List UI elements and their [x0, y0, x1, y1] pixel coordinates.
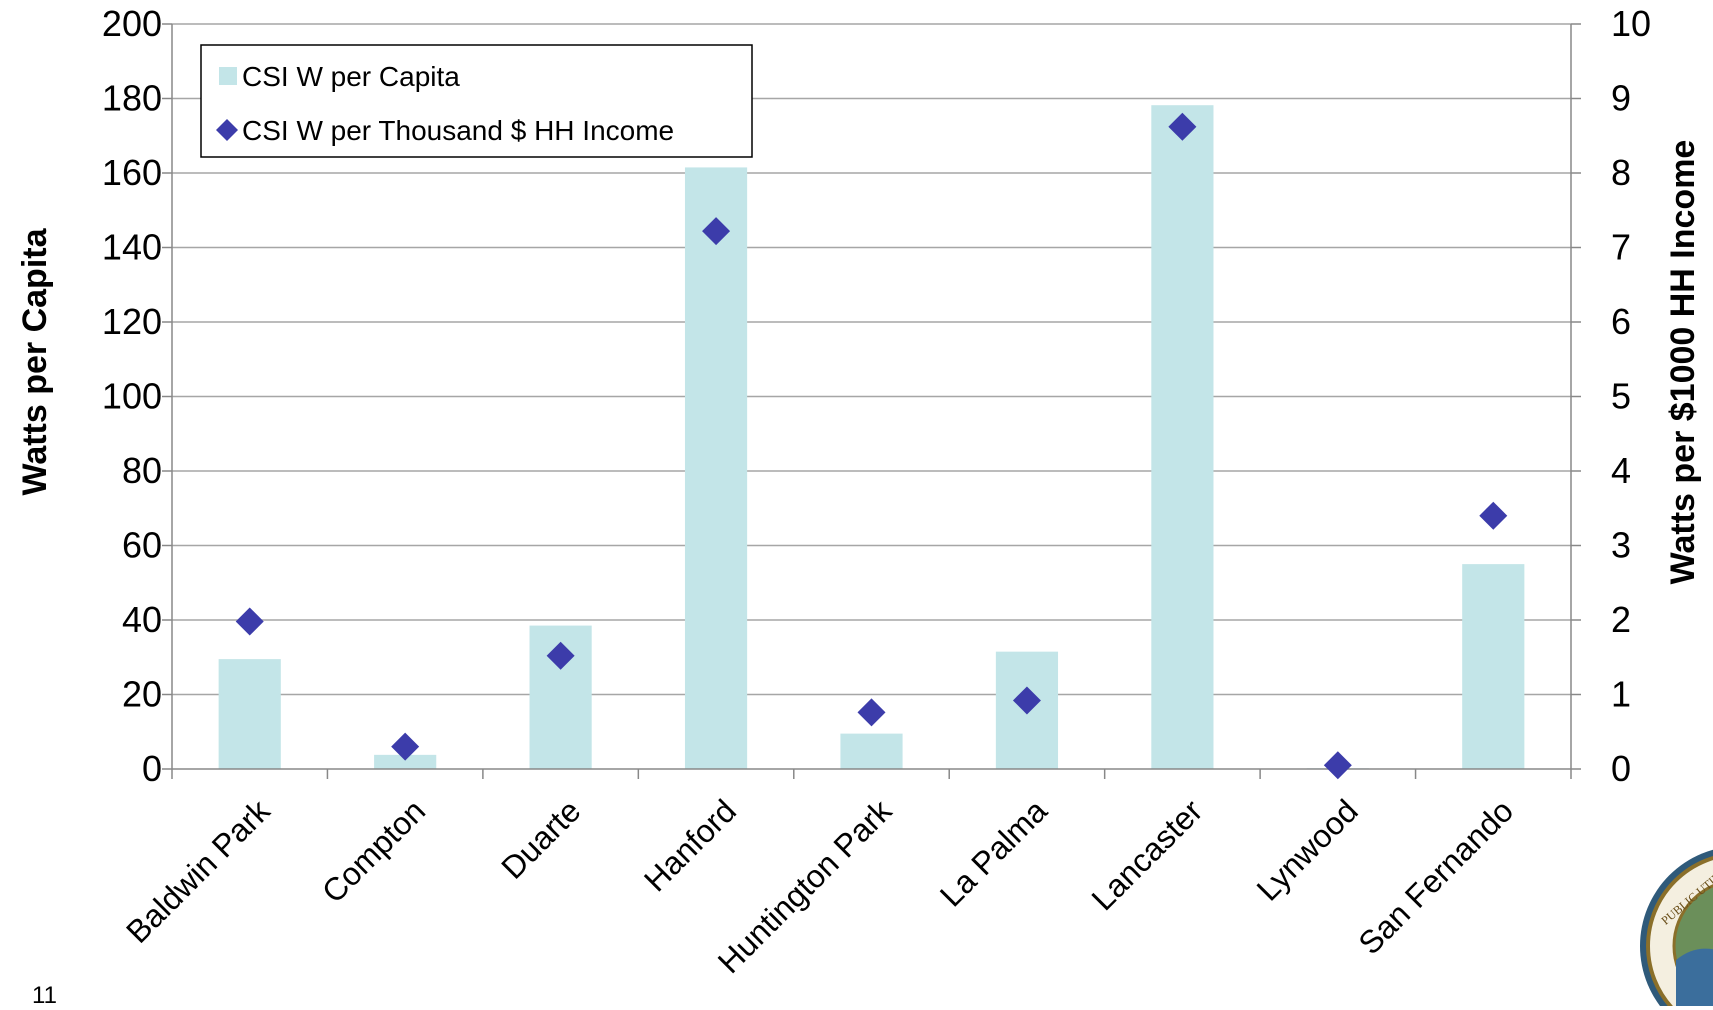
- right-axis-tick-labels: 0 1 2 3 4 5 6 7 8 9 10: [1611, 3, 1651, 789]
- legend-swatch-marker: [216, 119, 238, 141]
- diamond-marker: [1479, 501, 1508, 530]
- right-axis-tick-label: 8: [1611, 152, 1631, 193]
- legend-swatch-bar: [219, 67, 237, 85]
- diamond-marker: [391, 732, 420, 761]
- category-label: La Palma: [933, 792, 1054, 913]
- right-axis-tick-label: 3: [1611, 525, 1631, 566]
- bar: [684, 167, 748, 770]
- gridlines: [172, 23, 1571, 696]
- right-axis-tick-label: 0: [1611, 748, 1631, 789]
- category-labels: Baldwin Park Compton Duarte HanfordHuntingt…: [119, 792, 1520, 980]
- legend-label-marker: CSI W per Thousand $ HH Income: [242, 115, 674, 146]
- left-axis-tick-label: 40: [122, 599, 162, 640]
- legend: CSI W per Capita CSI W per Thousand $ HH…: [200, 44, 753, 158]
- right-axis-tick-label: 6: [1611, 301, 1631, 342]
- bar: [374, 754, 437, 769]
- right-axis-tick-label: 10: [1611, 3, 1651, 44]
- left-axis-tick-labels: 0 20 40 60 80 100 120 140 160 180 200: [102, 3, 162, 789]
- left-axis-tick-label: 140: [102, 227, 162, 268]
- right-axis-tick-label: 4: [1611, 450, 1631, 491]
- bar: [840, 733, 903, 769]
- diamond-marker: [1012, 686, 1041, 715]
- diamond-marker: [546, 641, 575, 670]
- legend-label-bar: CSI W per Capita: [242, 61, 460, 92]
- category-label: Duarte: [494, 792, 587, 885]
- left-axis-tick-label: 180: [102, 78, 162, 119]
- diamond-marker: [1323, 751, 1352, 780]
- right-axis-tick-label: 5: [1611, 376, 1631, 417]
- diamond-marker: [1168, 112, 1197, 141]
- page-number: 11: [32, 982, 57, 1009]
- left-axis-tick-label: 200: [102, 3, 162, 44]
- seal-logo: PUBLIC UTIL: [1640, 849, 1713, 1006]
- left-axis-tick-label: 20: [122, 674, 162, 715]
- diamond-marker: [235, 607, 264, 636]
- category-label: Hanford: [637, 792, 743, 898]
- bar: [218, 659, 281, 769]
- right-axis-tick-label: 2: [1611, 599, 1631, 640]
- category-label: San Fernando: [1351, 792, 1520, 961]
- left-axis-tick-label: 60: [122, 525, 162, 566]
- left-axis-tick-label: 160: [102, 152, 162, 193]
- bar: [1462, 564, 1525, 769]
- right-axis-tick-label: 1: [1611, 674, 1631, 715]
- left-axis-tick-label: 80: [122, 450, 162, 491]
- bar-series: [218, 105, 1525, 770]
- right-axis-tick-label: 9: [1611, 78, 1631, 119]
- diamond-marker: [702, 217, 731, 246]
- right-axis-tick-label: 7: [1611, 227, 1631, 268]
- bar: [1151, 105, 1214, 769]
- left-axis-tick-label: 120: [102, 301, 162, 342]
- left-axis-tick-label: 100: [102, 376, 162, 417]
- right-axis-title: Watts per $1000 HH Income: [1664, 140, 1702, 585]
- left-axis-tick-label: 0: [142, 748, 162, 789]
- category-label: Compton: [315, 792, 432, 909]
- diamond-marker: [857, 698, 886, 727]
- marker-series: [235, 112, 1508, 780]
- category-label: Baldwin Park: [119, 792, 277, 950]
- category-label: Lynwood: [1250, 792, 1365, 907]
- category-label: Lancaster: [1085, 792, 1210, 917]
- left-axis-title: Watts per Capita: [16, 227, 54, 495]
- legend-box: [200, 44, 753, 158]
